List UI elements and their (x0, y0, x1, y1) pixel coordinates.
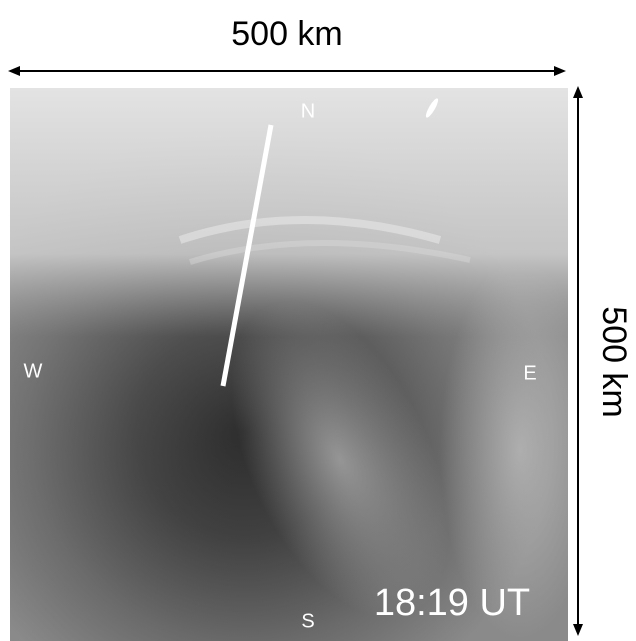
direction-label: N (301, 100, 315, 122)
scale-arrow-vertical (573, 86, 583, 636)
direction-label: W (24, 360, 43, 382)
scale-arrow-horizontal (8, 66, 566, 76)
direction-label: S (301, 610, 314, 632)
direction-label: E (523, 362, 536, 384)
streak (220, 124, 274, 387)
scale-label: 500 km (231, 15, 343, 53)
sky-image (10, 88, 568, 641)
timestamp: 18:19 UT (374, 582, 530, 624)
scale-label: 500 km (595, 306, 633, 418)
